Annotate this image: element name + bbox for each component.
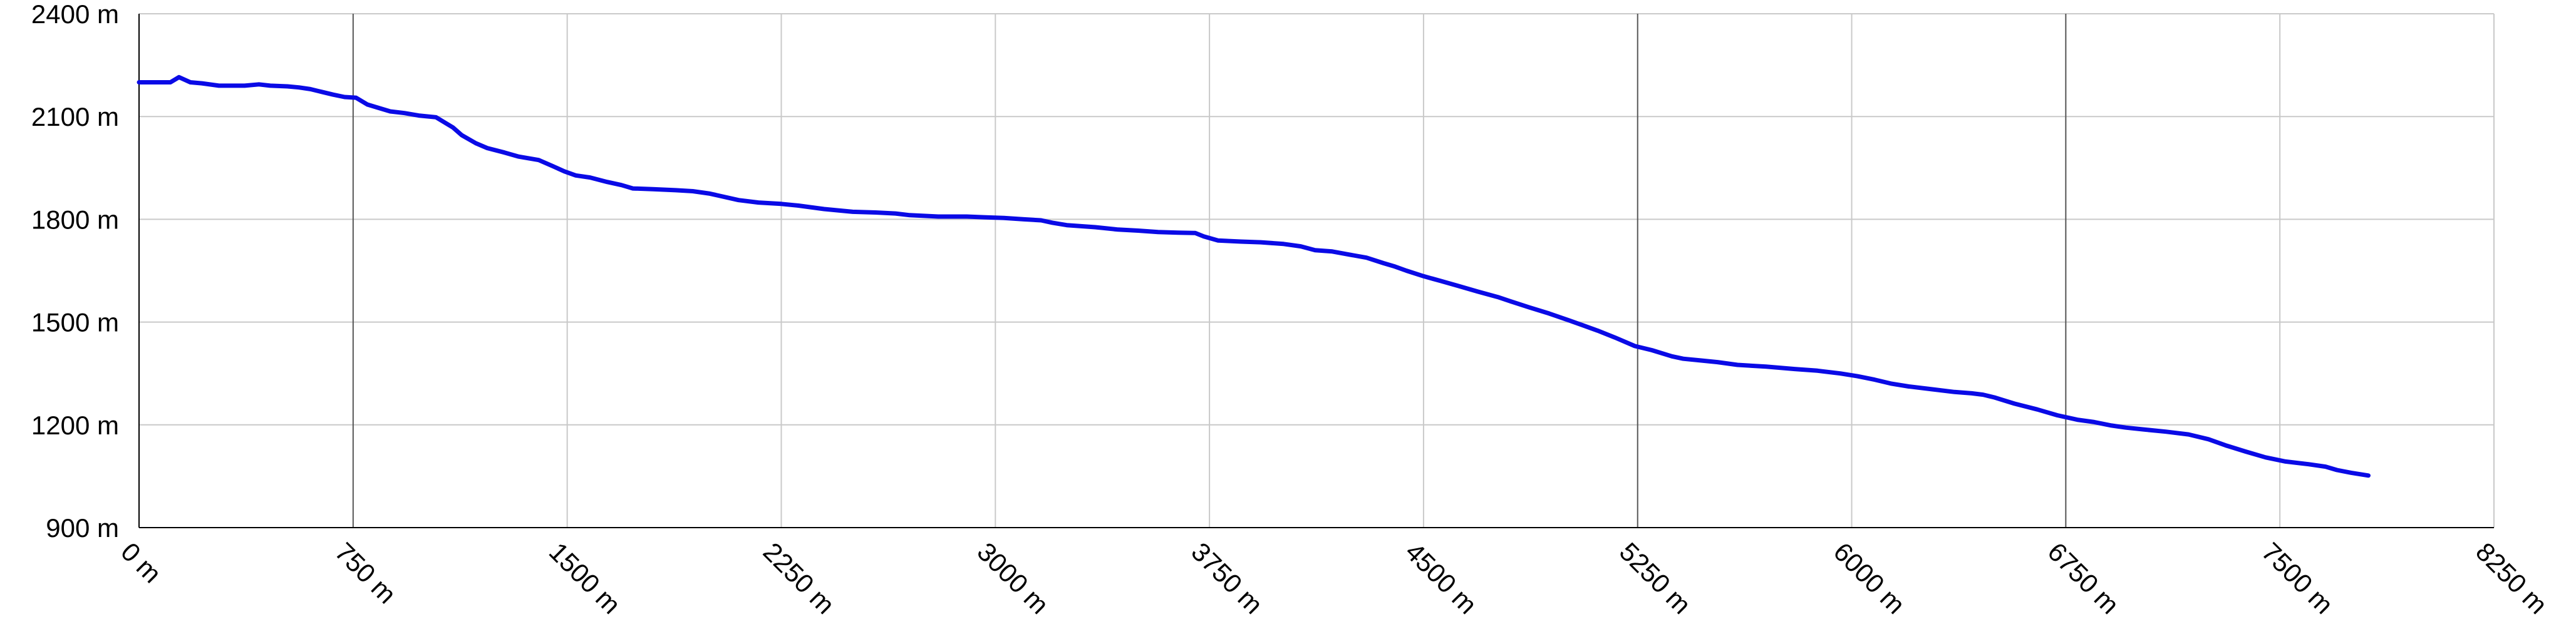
x-tick-label: 3750 m	[1186, 537, 1268, 620]
x-tick-label: 8250 m	[2470, 537, 2553, 620]
axis-layer	[138, 14, 2494, 528]
x-tick-label: 5250 m	[1614, 537, 1697, 620]
y-tick-label: 2100 m	[31, 102, 119, 131]
series-layer	[137, 74, 2371, 478]
x-tick-label: 1500 m	[544, 537, 626, 620]
x-tick-label: 6750 m	[2042, 537, 2124, 620]
x-tick-labels: 0 m 750 m 1500 m 2250 m 3000 m 3750 m 4500 m 52…	[115, 537, 2553, 620]
x-tick-label: 0 m	[115, 537, 167, 589]
elevation-line	[137, 74, 2371, 478]
x-tick-label: 4500 m	[1400, 537, 1482, 620]
y-tick-label: 1500 m	[31, 308, 119, 337]
y-tick-label: 1200 m	[31, 411, 119, 440]
y-tick-label: 1800 m	[31, 205, 119, 234]
y-tick-labels: 900 m 1200 m 1500 m 1800 m 2100 m 2400 m	[31, 0, 119, 543]
x-tick-label: 2250 m	[758, 537, 841, 620]
x-tick-label: 3000 m	[971, 537, 1054, 620]
x-tick-label: 750 m	[329, 537, 402, 610]
x-tick-label: 6000 m	[1828, 537, 1911, 620]
y-tick-label: 2400 m	[31, 0, 119, 29]
y-tick-label: 900 m	[46, 513, 119, 543]
grid-layer	[139, 13, 2495, 528]
x-tick-label: 7500 m	[2256, 537, 2339, 620]
